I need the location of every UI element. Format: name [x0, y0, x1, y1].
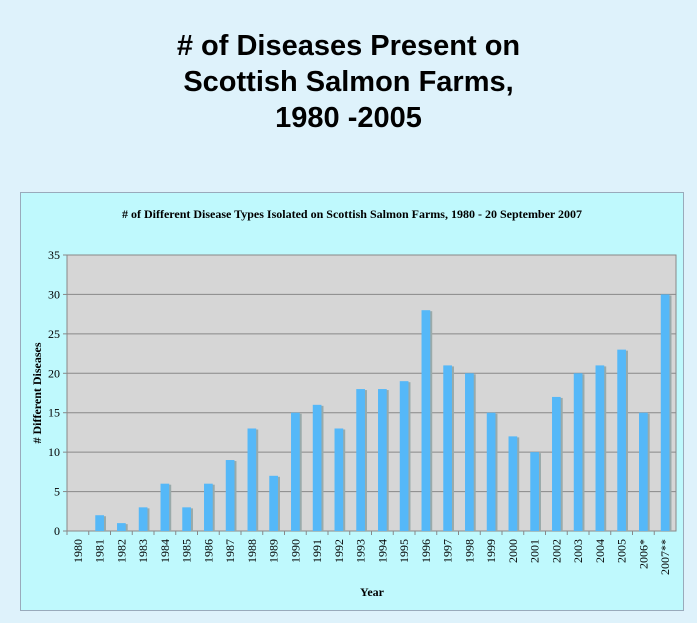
x-tick-label: 2003 [571, 539, 585, 563]
bar [225, 460, 235, 531]
x-tick-label: 1999 [484, 539, 498, 563]
x-tick-label: 1998 [462, 539, 476, 563]
x-tick-label: 1980 [71, 539, 85, 563]
x-tick-label: 1985 [180, 539, 194, 563]
x-tick-label: 1994 [375, 539, 389, 563]
x-tick-label: 1990 [288, 539, 302, 563]
bar [291, 412, 300, 531]
bar [508, 436, 518, 531]
bar [617, 349, 626, 531]
plot-area [66, 254, 677, 532]
x-tick-label: 1993 [354, 539, 368, 563]
bar [486, 412, 496, 531]
x-tick-label: 2007** [658, 539, 672, 575]
y-tick-label: 30 [48, 287, 60, 301]
bar [269, 475, 278, 531]
bar [160, 483, 170, 531]
chart-title: # of Different Disease Types Isolated on… [122, 207, 582, 221]
bar [443, 365, 452, 531]
bar [138, 507, 148, 531]
x-tick-label: 2001 [528, 539, 542, 563]
y-tick-label: 35 [48, 248, 60, 262]
y-tick-label: 15 [48, 406, 60, 420]
x-axis-label: Year [360, 585, 385, 599]
x-tick-label: 1991 [310, 539, 324, 563]
y-tick-label: 0 [54, 524, 60, 538]
slide-title: # of Diseases Present on Scottish Salmon… [0, 28, 697, 136]
bar [399, 381, 409, 531]
bar [247, 428, 257, 531]
bar [95, 515, 104, 531]
bar [660, 294, 670, 531]
x-tick-label: 1987 [223, 539, 237, 563]
bar [421, 310, 431, 531]
x-tick-label: 2005 [615, 539, 629, 563]
x-tick-label: 1983 [136, 539, 150, 563]
x-tick-label: 2000 [506, 539, 520, 563]
x-tick-label: 2004 [593, 539, 607, 563]
y-tick-label: 20 [48, 366, 60, 380]
bar [378, 389, 387, 531]
x-tick-label: 2006* [636, 539, 650, 569]
bar [595, 365, 605, 531]
slide-title-line: 1980 -2005 [275, 102, 422, 134]
y-tick-label: 5 [54, 485, 60, 499]
y-tick-label: 25 [48, 327, 60, 341]
bar [530, 452, 539, 531]
bar [334, 428, 344, 531]
x-tick-label: 2002 [549, 539, 563, 563]
slide-title-line: # of Diseases Present on [176, 30, 521, 62]
x-tick-label: 1989 [267, 539, 281, 563]
bar [182, 507, 191, 531]
x-tick-label: 1988 [245, 539, 259, 563]
x-tick-label: 1982 [114, 539, 128, 563]
x-tick-label: 1996 [419, 539, 433, 563]
bar [552, 396, 561, 531]
x-tick-label: 1981 [93, 539, 107, 563]
bar [117, 523, 126, 531]
bar [312, 404, 322, 531]
bar [356, 389, 365, 531]
slide-title-line: Scottish Salmon Farms, [183, 66, 514, 98]
x-tick-label: 1986 [201, 539, 215, 563]
bar [639, 412, 648, 531]
y-axis-label: # Different Diseases [30, 342, 44, 443]
x-tick-label: 1995 [397, 539, 411, 563]
bar [573, 373, 583, 531]
x-tick-label: 1984 [158, 539, 172, 563]
bar [204, 483, 213, 531]
x-tick-label: 1992 [332, 539, 346, 563]
x-tick-label: 1997 [441, 539, 455, 563]
bar [465, 373, 474, 531]
y-tick-label: 10 [48, 445, 60, 459]
